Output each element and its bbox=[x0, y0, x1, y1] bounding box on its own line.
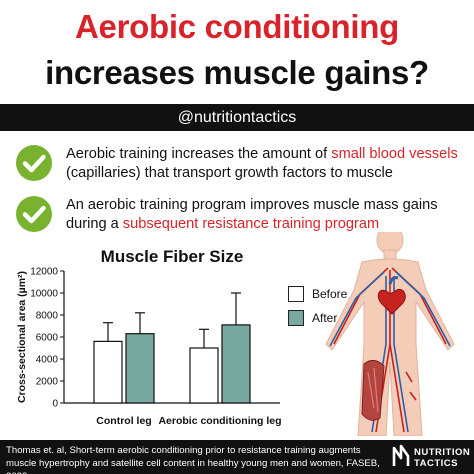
key-point-2: An aerobic training program improves mus… bbox=[16, 194, 468, 238]
bar-after bbox=[125, 333, 155, 404]
handle-banner: @nutritiontactics bbox=[0, 104, 474, 131]
key-point-text: An aerobic training program improves mus… bbox=[66, 196, 466, 234]
logo-wordmark: NUTRITION TACTICS bbox=[414, 447, 470, 469]
bar-before bbox=[189, 347, 219, 404]
point-text-plain: Aerobic training increases the amount of bbox=[66, 146, 332, 162]
nutrition-tactics-logo-icon bbox=[392, 444, 410, 466]
bar-after bbox=[221, 324, 251, 404]
legend-label-before: Before bbox=[312, 287, 348, 301]
chart-title: Muscle Fiber Size bbox=[101, 247, 244, 266]
key-point-text: Aerobic training increases the amount of… bbox=[66, 145, 466, 183]
muscle-fiber-chart: Muscle Fiber Size Cross-sectional area (µ… bbox=[16, 247, 282, 427]
citation-footer: Thomas et. al, Short-term aerobic condit… bbox=[0, 440, 474, 474]
headline-line-1: Aerobic conditioning bbox=[75, 8, 399, 45]
key-point-1: Aerobic training increases the amount of… bbox=[16, 143, 468, 187]
y-axis-label: Cross-sectional area (µm²) bbox=[16, 271, 28, 403]
y-tick-label: 10000 bbox=[30, 289, 58, 300]
citation-text: Thomas et. al, Short-term aerobic condit… bbox=[6, 445, 380, 474]
y-tick-label: 6000 bbox=[36, 333, 59, 344]
checkmark-icon bbox=[16, 196, 52, 232]
point-text-plain: An aerobic training program improves mus… bbox=[66, 197, 438, 232]
point-text-highlight: subsequent resistance training program bbox=[122, 216, 380, 232]
anatomy-illustration bbox=[325, 232, 455, 436]
point-text-plain-end: (capillaries) that transport growth fact… bbox=[66, 165, 393, 181]
heart-icon bbox=[377, 276, 406, 315]
point-text-highlight: small blood vessels bbox=[331, 146, 458, 162]
checkmark-icon bbox=[16, 145, 52, 181]
legend-swatch-after bbox=[288, 310, 304, 326]
y-tick-label: 12000 bbox=[30, 267, 58, 278]
y-tick-label: 4000 bbox=[36, 355, 59, 366]
headline-line-2: increases muscle gains? bbox=[45, 54, 429, 91]
x-category-label: Control leg bbox=[96, 415, 151, 427]
x-category-label: Aerobic conditioning leg bbox=[158, 415, 281, 427]
legend-label-after: After bbox=[312, 311, 338, 325]
legend-swatch-before bbox=[288, 286, 304, 302]
y-tick-label: 0 bbox=[52, 399, 58, 410]
logo-line-2: TACTICS bbox=[414, 458, 458, 469]
y-tick-label: 8000 bbox=[36, 311, 59, 322]
logo-line-1: NUTRITION bbox=[414, 447, 471, 458]
bar-before bbox=[93, 340, 123, 404]
y-tick-label: 2000 bbox=[36, 377, 59, 388]
leg-muscle-detail bbox=[361, 360, 385, 421]
